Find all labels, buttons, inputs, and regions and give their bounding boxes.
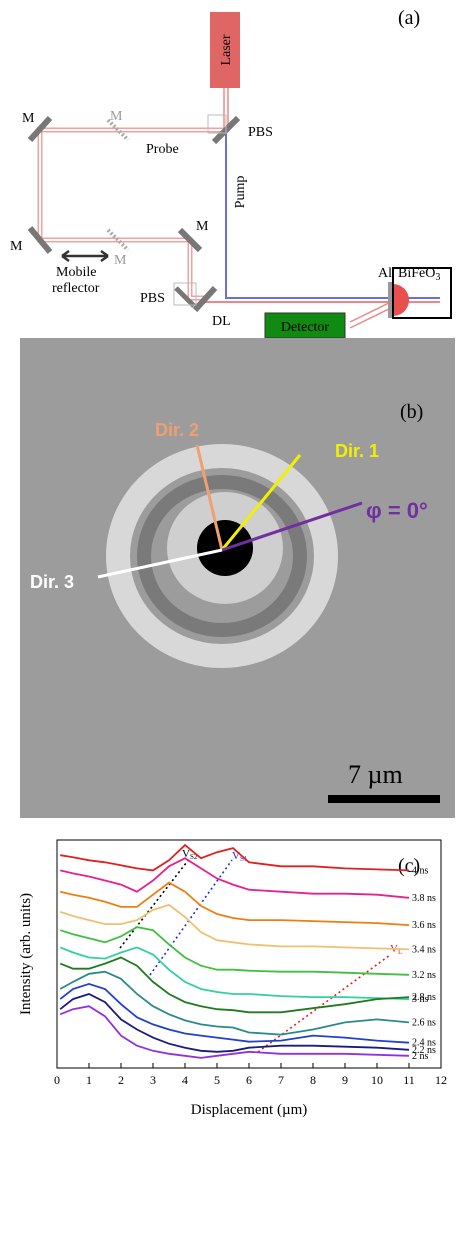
- series-label: 4 ns: [412, 865, 429, 876]
- series-label: 3.4 ns: [412, 944, 436, 955]
- x-tick-label: 7: [278, 1073, 284, 1087]
- labels: M M M M M PBS PBS Probe Pump Mobile refl…: [10, 109, 440, 329]
- scale-label: 7 µm: [348, 760, 403, 789]
- al-layer: [388, 282, 393, 318]
- mirror-label: M: [196, 219, 209, 234]
- pbs-label: PBS: [248, 125, 273, 140]
- x-tick-label: 0: [54, 1073, 60, 1087]
- series-line: [59, 993, 410, 1053]
- annotation: VS2: [182, 848, 198, 861]
- direction-lines: [97, 444, 363, 579]
- series-label: 2.4 ns: [412, 1038, 436, 1049]
- mirror-label: M: [110, 109, 123, 124]
- series-label: 3.6 ns: [412, 920, 436, 931]
- x-tick-label: 9: [342, 1073, 348, 1087]
- mirror-label: M: [22, 111, 35, 126]
- pbs-label: PBS: [140, 291, 165, 306]
- series-line: [59, 946, 410, 1000]
- series-line: [59, 903, 410, 951]
- ring: [137, 475, 307, 637]
- mirror-label: M: [10, 239, 23, 254]
- panel-label: (b): [400, 401, 423, 423]
- series-line: [59, 956, 410, 1014]
- series-line: [59, 857, 410, 899]
- x-tick-label: 1: [86, 1073, 92, 1087]
- series-label: 2.6 ns: [412, 1017, 436, 1028]
- sample-label: BiFeO3: [398, 266, 440, 283]
- x-axis-title: Displacement (µm): [191, 1102, 308, 1118]
- mobile-label: Mobile: [56, 265, 96, 280]
- labels: Dir. 1 Dir. 2 Dir. 3 φ = 0°: [30, 420, 428, 592]
- laser: [210, 12, 240, 88]
- x-tick-label: 5: [214, 1073, 220, 1087]
- dir-label: Dir. 3: [30, 572, 74, 592]
- x-tick-label: 12: [435, 1073, 447, 1087]
- double-arrow: [61, 249, 109, 263]
- panel-a: (a) Laser Detector: [10, 7, 452, 339]
- panel-label: (c): [398, 855, 420, 877]
- laser-label: Laser: [219, 34, 234, 65]
- pump-label: Pump: [233, 176, 248, 209]
- spot: [393, 284, 409, 316]
- mirror-label: M: [114, 253, 127, 268]
- mobile-mirrors: [106, 118, 130, 252]
- x-tick-label: 11: [403, 1073, 415, 1087]
- x-tick-label: 4: [182, 1073, 188, 1087]
- x-tick-label: 2: [118, 1073, 124, 1087]
- x-tick-label: 6: [246, 1073, 252, 1087]
- mobile-label: reflector: [52, 281, 100, 296]
- al-label: Al: [378, 266, 392, 281]
- series-label: 3 ns: [412, 994, 429, 1005]
- dl-label: DL: [212, 314, 231, 329]
- sample: [392, 267, 452, 319]
- x-tick-label: 8: [310, 1073, 316, 1087]
- x-tick-label: 10: [371, 1073, 383, 1087]
- pbs-cube: [207, 114, 227, 134]
- series-line: [59, 926, 410, 976]
- series-label: 2.2 ns: [412, 1045, 436, 1056]
- series-line: [59, 881, 410, 926]
- phi-label: φ = 0°: [366, 498, 428, 523]
- series-label: 3.2 ns: [412, 970, 436, 981]
- guides: [119, 857, 391, 1053]
- series-label: 2.8 ns: [412, 992, 436, 1003]
- series-label: 3.8 ns: [412, 893, 436, 904]
- mirrors: [27, 115, 241, 313]
- y-axis-title: Intensity (arb. units): [18, 893, 34, 1015]
- panel-c: VS2 VS1 VL (c) Displacement (µm) Intensi…: [18, 839, 447, 1118]
- series-line: [59, 970, 410, 1036]
- series-label: 2 ns: [412, 1051, 429, 1062]
- series-line: [59, 1005, 410, 1059]
- series-line: [59, 982, 410, 1044]
- series-line: [60, 843, 410, 872]
- scale-bar: [328, 795, 440, 803]
- detector-label: Detector: [281, 320, 330, 335]
- probe-label: Probe: [146, 142, 179, 157]
- pbs-cube: [173, 282, 197, 306]
- panel-b: Dir. 1 Dir. 2 Dir. 3 φ = 0° (b) 7 µm: [20, 338, 455, 818]
- ring: [106, 444, 338, 668]
- dir-label: Dir. 2: [155, 420, 199, 440]
- panel-label: (a): [398, 7, 420, 29]
- dir-label: Dir. 1: [335, 441, 379, 461]
- annotation: VS1: [232, 850, 248, 863]
- x-tick-label: 3: [150, 1073, 156, 1087]
